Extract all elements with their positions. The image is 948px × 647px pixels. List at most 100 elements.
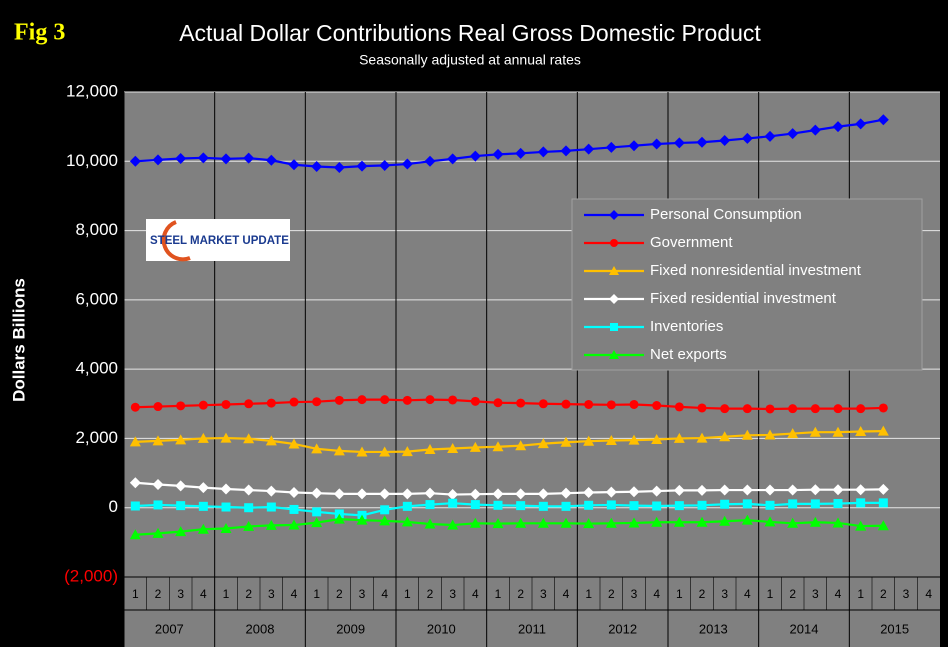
data-point [379,488,391,500]
x-tick-label: 4 [744,587,751,601]
data-point [560,436,572,447]
data-point [741,429,753,440]
data-point [265,519,277,530]
data-point [877,114,889,126]
data-point [493,398,503,408]
data-point [516,398,526,408]
legend-label: Fixed nonresidential investment [650,262,862,279]
x-year-label: 2014 [790,621,819,636]
data-point [448,498,458,508]
data-point [583,486,595,498]
data-point [197,432,209,443]
data-point [243,520,255,531]
data-point [129,436,141,447]
x-year-label: 2008 [246,621,275,636]
x-tick-label: 2 [245,587,252,601]
data-point [469,488,481,500]
data-point [424,487,436,499]
data-point [810,404,820,414]
data-point [197,152,209,164]
data-point [787,128,799,140]
legend-marker [610,239,618,247]
legend: Personal Consumption Government Fixed nonr… [571,198,923,371]
data-point [129,477,141,489]
data-point [809,516,821,527]
data-point [628,434,640,445]
legend-marker [609,210,619,220]
legend-label: Personal Consumption [650,206,802,223]
data-point [243,152,255,164]
data-point [492,441,504,452]
data-point [356,488,368,500]
x-tick-label: 3 [268,587,275,601]
data-point [425,500,435,510]
x-tick-label: 4 [381,587,388,601]
data-point [311,487,323,499]
data-point [265,485,277,497]
data-point [129,155,141,167]
data-point [696,136,708,148]
data-point [787,517,799,528]
y-tick-label: (2,000) [64,566,118,585]
data-point [741,514,753,525]
data-point [629,399,639,409]
data-point [741,484,753,496]
data-point [197,523,209,534]
data-point [606,500,616,510]
data-point [424,155,436,167]
series-line [135,118,884,169]
data-point [538,501,548,511]
x-tick-label: 3 [177,587,184,601]
x-tick-label: 3 [449,587,456,601]
x-tick-label: 1 [676,587,683,601]
data-point [220,432,232,443]
logo-swoosh [161,220,191,262]
data-point [697,403,707,413]
data-point [265,435,277,446]
data-point [469,441,481,452]
x-tick-label: 1 [223,587,230,601]
data-point [628,140,640,152]
data-point [424,444,436,455]
data-point [742,404,752,414]
data-point [584,500,594,510]
data-point [288,159,300,171]
data-point [197,482,209,494]
data-point [288,438,300,449]
data-point [741,132,753,144]
data-point [583,518,595,529]
legend-box [571,198,923,371]
y-tick-label: 4,000 [75,359,118,378]
legend-marker [609,266,619,275]
data-point [742,499,752,509]
data-point [312,507,322,517]
data-point [130,402,140,412]
data-point [787,484,799,496]
data-point [129,529,141,540]
data-point [764,484,776,496]
y-tick-label: 8,000 [75,220,118,239]
x-year-label: 2007 [155,621,184,636]
data-point [469,517,481,528]
data-point [696,484,708,496]
x-tick-label: 1 [132,587,139,601]
data-point [244,399,254,409]
data-point [560,145,572,157]
x-tick-label: 1 [495,587,502,601]
data-point [605,486,617,498]
x-tick-label: 3 [812,587,819,601]
data-point [651,433,663,444]
data-point [311,160,323,172]
series-line [135,501,884,517]
data-point [765,500,775,510]
data-point [855,484,867,496]
x-tick-label: 3 [540,587,547,601]
data-point [651,485,663,497]
data-point [447,442,459,453]
series-line [135,430,884,454]
data-point [537,146,549,158]
data-point [492,148,504,160]
x-tick-label: 3 [359,587,366,601]
data-point [424,518,436,529]
